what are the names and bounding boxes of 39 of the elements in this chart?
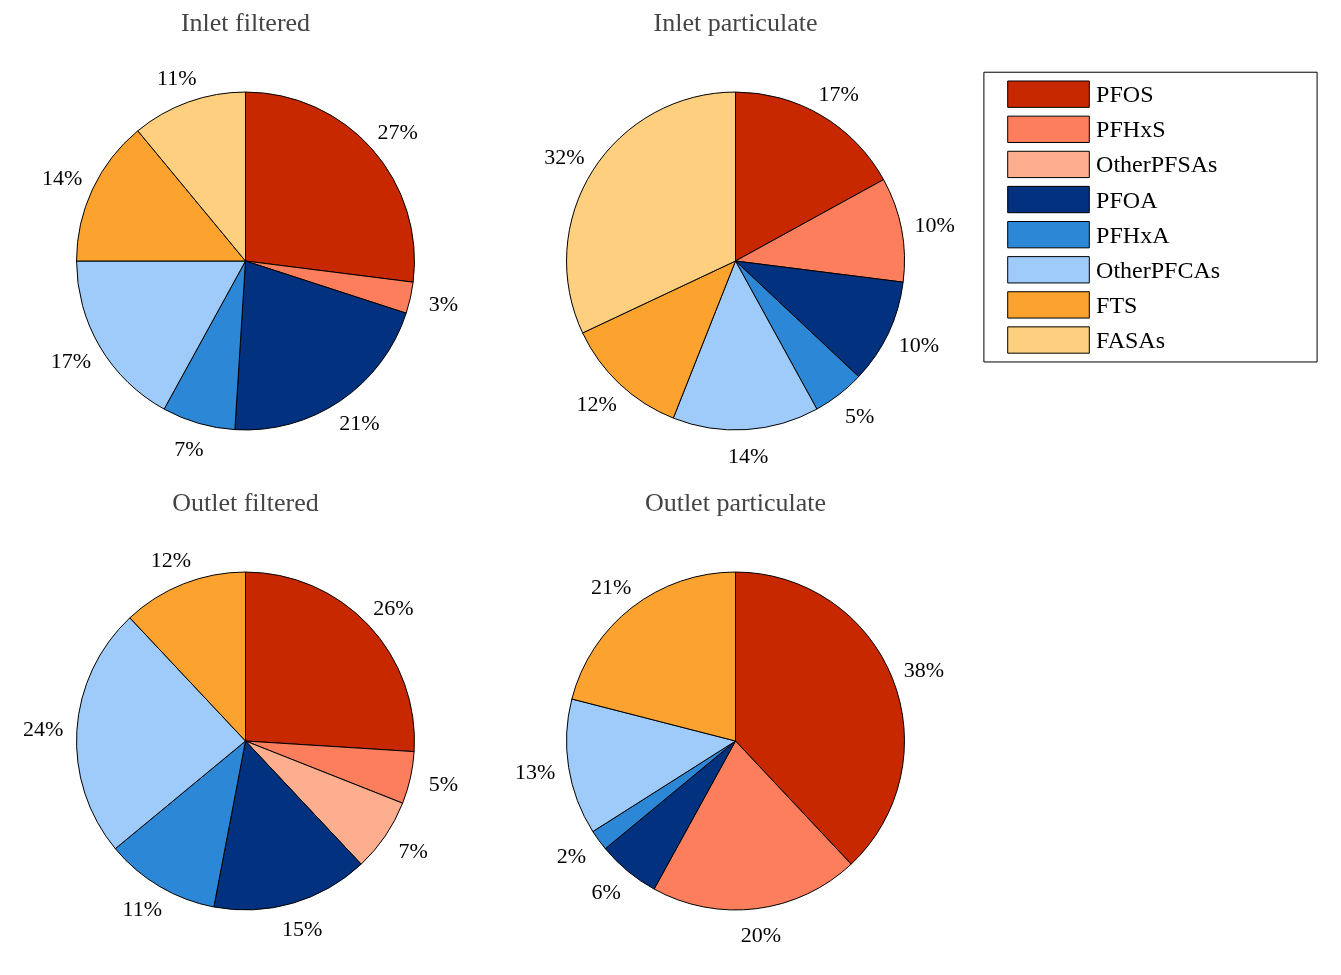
chart-title: Inlet particulate xyxy=(653,7,818,37)
data-label: 20% xyxy=(740,922,782,948)
data-label: 12% xyxy=(576,390,617,416)
data-label: 14% xyxy=(41,165,83,191)
data-label: 7% xyxy=(398,838,428,864)
legend-label: PFHxS xyxy=(1096,116,1166,143)
data-label: 7% xyxy=(174,435,204,461)
data-label: 2% xyxy=(556,843,587,869)
data-label: 26% xyxy=(373,594,414,620)
chart-title: Outlet filtered xyxy=(172,487,319,517)
data-label: 12% xyxy=(150,547,192,573)
data-label: 10% xyxy=(914,211,955,237)
data-label: 38% xyxy=(903,656,945,682)
data-label: 14% xyxy=(728,443,769,469)
legend-label: PFOS xyxy=(1096,81,1154,108)
data-label: 11% xyxy=(157,64,197,90)
data-label: 17% xyxy=(818,80,859,106)
data-label: 5% xyxy=(845,402,875,428)
data-label: 17% xyxy=(50,347,92,373)
legend-label: FTS xyxy=(1096,291,1138,318)
data-label: 6% xyxy=(591,878,621,904)
chart-title: Outlet particulate xyxy=(644,487,827,517)
data-label: 24% xyxy=(22,716,64,742)
data-label: 5% xyxy=(428,771,459,797)
legend-label: FASAs xyxy=(1096,327,1166,354)
data-label: 13% xyxy=(515,759,556,785)
data-label: 27% xyxy=(377,119,418,145)
legend-label: PFHxA xyxy=(1096,221,1171,248)
data-label: 32% xyxy=(544,143,585,169)
data-label: 15% xyxy=(281,915,323,941)
legend-label: PFOA xyxy=(1096,186,1159,213)
legend-label: OtherPFCAs xyxy=(1096,256,1221,283)
data-label: 21% xyxy=(339,409,380,435)
legend-label: OtherPFSAs xyxy=(1096,151,1218,178)
data-label: 10% xyxy=(898,331,940,357)
data-label: 11% xyxy=(122,896,163,922)
chart-title: Inlet filtered xyxy=(180,7,311,37)
data-label: 3% xyxy=(428,291,459,317)
data-label: 21% xyxy=(591,574,632,600)
